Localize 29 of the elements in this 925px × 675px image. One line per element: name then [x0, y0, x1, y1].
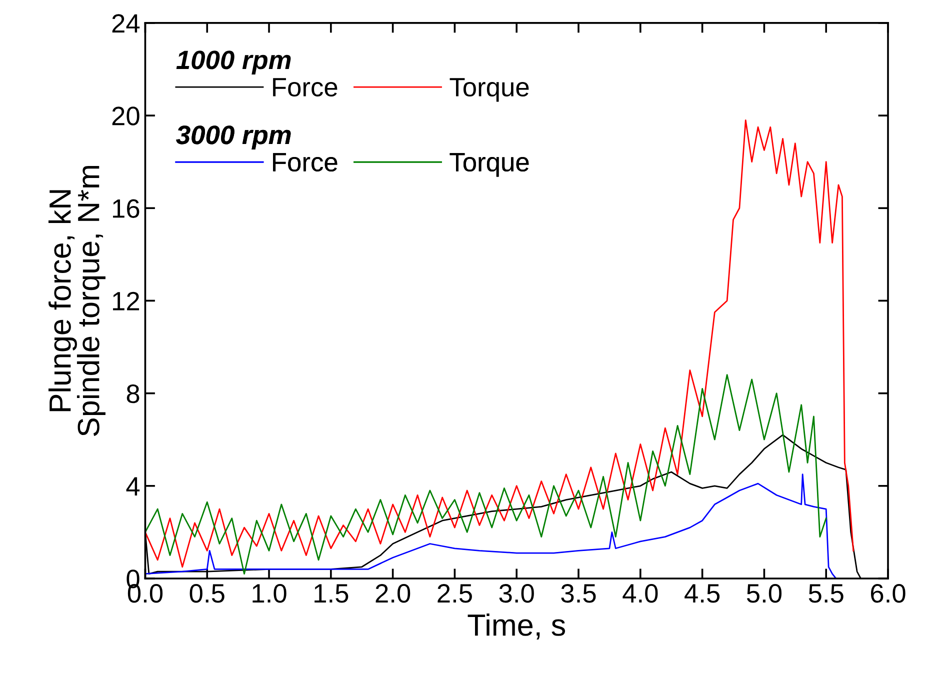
x-tick-label: 1.5 [314, 584, 348, 603]
x-tick-label: 6.0 [871, 584, 906, 603]
x-tick-label: 3.0 [499, 584, 534, 603]
x-axis-title: Time, s [468, 613, 566, 640]
line-series [145, 474, 837, 578]
x-tick-label: 3.5 [561, 584, 596, 603]
line-series [145, 374, 827, 575]
x-tick-label: 4.5 [684, 584, 720, 603]
y-tick-label: 8 [126, 384, 140, 404]
x-tick-label: 2.5 [438, 584, 472, 603]
x-tick-label: 5.0 [746, 584, 782, 603]
annotation: 3000 rpm [176, 126, 291, 150]
x-tick-label: 5.5 [808, 584, 844, 603]
y-tick-label: 20 [112, 106, 140, 126]
y-tick-label: 24 [112, 14, 140, 33]
x-tick-label: 2.0 [376, 584, 410, 603]
y-tick-label: 4 [126, 477, 140, 496]
legend-label: Force [273, 153, 338, 172]
x-tick-label: 4.0 [622, 584, 658, 603]
y-tick-label: 12 [113, 292, 140, 310]
x-tick-label: 1.0 [252, 584, 286, 603]
y-tick-label: 16 [113, 199, 140, 218]
legend-label: Force [273, 78, 338, 97]
y-axis-title: Plunge force, kN Spindle torque, N*m [48, 166, 106, 436]
legend-label: Torque [450, 153, 529, 177]
line-series [145, 119, 854, 568]
x-tick-label: 0.5 [190, 584, 224, 603]
annotation: 1000 rpm [176, 50, 291, 74]
legend-label: Torque [450, 78, 529, 102]
